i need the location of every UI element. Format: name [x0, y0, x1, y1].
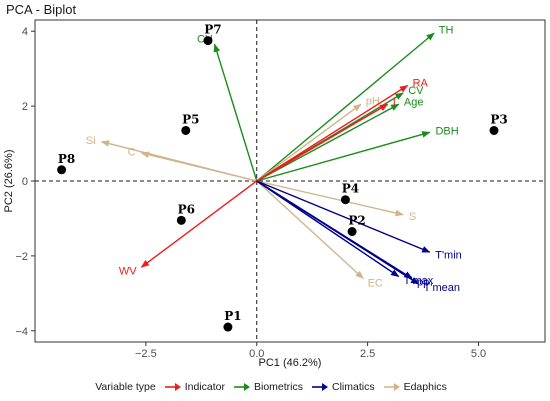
- vector-label: T'min: [435, 249, 462, 261]
- legend-arrow-icon: [164, 383, 181, 391]
- vector-label: Si: [86, 135, 96, 147]
- point-label: P7: [204, 23, 221, 37]
- legend-item: Indicator: [164, 381, 225, 393]
- vector-label: pp: [417, 277, 429, 289]
- vector-label: EC: [368, 277, 383, 289]
- x-tick-label: 0.0: [249, 348, 264, 360]
- vector-arrow: [140, 151, 257, 182]
- observation-point: [181, 125, 191, 135]
- vector-arrow: [256, 180, 364, 279]
- vector-label: T'mean: [424, 282, 460, 294]
- vector-label: RA: [413, 77, 429, 89]
- point-label: P5: [182, 112, 199, 126]
- legend-item: Edaphics: [383, 381, 447, 393]
- y-tick-label: 2: [22, 101, 28, 113]
- observation-point: [340, 195, 350, 205]
- point-label: P4: [342, 182, 359, 196]
- vector-label: pH: [366, 96, 380, 108]
- vector-arrow: [256, 180, 431, 253]
- vector-label: S: [409, 211, 416, 223]
- vector-arrow: [256, 180, 400, 278]
- observation-point: [489, 125, 499, 135]
- legend-label: Edaphics: [403, 381, 447, 393]
- legend-arrow-icon: [383, 383, 400, 391]
- vector-arrow: [213, 43, 258, 182]
- legend: Variable type Indicator Biometrics Climati…: [0, 376, 550, 398]
- legend-label: Indicator: [184, 381, 225, 393]
- point-label: P6: [178, 202, 195, 216]
- vector-arrow: [256, 131, 431, 182]
- vector-label: C: [128, 146, 136, 158]
- observation-point: [347, 227, 357, 237]
- observation-point: [57, 165, 67, 175]
- vector-arrow: [256, 84, 409, 182]
- y-tick-label: −4: [15, 326, 28, 338]
- vector-arrow: [256, 103, 389, 182]
- y-axis-label: PC2 (26.6%): [3, 150, 15, 213]
- legend-arrow-icon: [233, 383, 250, 391]
- y-tick-label: 4: [22, 26, 28, 38]
- vector-label: CV: [408, 85, 424, 97]
- legend-item: Biometrics: [233, 381, 303, 393]
- x-axis-label: PC1 (46.2%): [259, 357, 322, 369]
- vector-arrow: [256, 180, 420, 285]
- observation-point: [223, 322, 233, 332]
- vector-label: Age: [404, 96, 424, 108]
- vector-arrow: [256, 32, 435, 182]
- vector-label: DBH: [435, 126, 458, 138]
- vector-label: WV: [119, 266, 137, 278]
- axes-group: −2.5 0.0 2.5 5.0 −4 −2 0 2 4: [15, 26, 486, 360]
- vector-label: TH: [439, 24, 454, 36]
- point-label: P1: [224, 309, 241, 323]
- vector-label: I: [393, 96, 396, 108]
- point-label: P2: [348, 214, 365, 228]
- legend-item: Climatics: [311, 381, 375, 393]
- vector-arrow: [140, 180, 258, 268]
- legend-label: Climatics: [332, 381, 375, 393]
- vector-arrow: [256, 103, 400, 182]
- x-tick-label: 5.0: [471, 348, 486, 360]
- vector-arrows: THCHCVAgeDBHpHSiCSECRAIWVT'minT'maxppT'm…: [86, 24, 462, 294]
- y-tick-label: 0: [22, 176, 28, 188]
- legend-label: Biometrics: [253, 381, 303, 393]
- x-tick-label: −2.5: [135, 348, 157, 360]
- observation-points: P1 P2 P3 P4 P5 P6 P7 P8: [57, 23, 508, 332]
- x-tick-label: 2.5: [360, 348, 375, 360]
- chart-title: PCA - Biplot: [6, 2, 77, 17]
- y-tick-label: −2: [15, 251, 28, 263]
- legend-arrow-icon: [312, 383, 328, 391]
- observation-point: [203, 36, 213, 46]
- point-label: P3: [490, 112, 507, 126]
- observation-point: [176, 215, 186, 225]
- point-label: P8: [58, 152, 75, 166]
- vector-arrow: [256, 103, 362, 182]
- legend-title: Variable type: [95, 381, 156, 393]
- vector-arrow: [256, 180, 404, 217]
